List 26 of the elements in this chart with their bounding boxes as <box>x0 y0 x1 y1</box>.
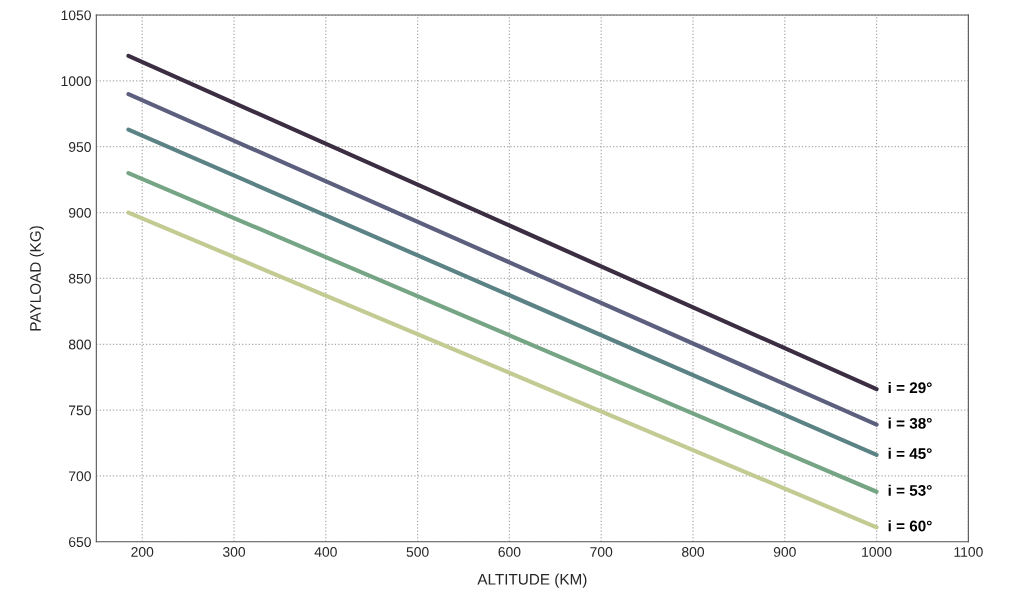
x-tick-label: 300 <box>222 547 246 557</box>
x-tick-label: 400 <box>314 547 337 557</box>
x-axis-title: ALTITUDE (KM) <box>477 573 587 588</box>
x-tick-label: 600 <box>498 547 521 557</box>
y-tick-label: 650 <box>69 537 91 547</box>
x-tick-label: 200 <box>131 547 154 557</box>
y-axis-title: PAYLOAD (KG) <box>29 226 44 331</box>
series-label: i = 38° <box>888 417 932 429</box>
x-tick-label: 1100 <box>954 547 983 557</box>
y-tick-label: 850 <box>68 273 91 284</box>
series-label: i = 45° <box>888 447 932 459</box>
x-tick-label: 1000 <box>862 547 892 557</box>
x-tick-label: 800 <box>682 547 705 557</box>
y-tick-label: 750 <box>69 405 91 416</box>
x-tick-label: 900 <box>773 547 796 557</box>
y-tick-label: 1050 <box>61 10 91 21</box>
series-label: i = 60° <box>888 520 932 532</box>
y-tick-label: 800 <box>68 339 91 350</box>
y-tick-label: 700 <box>69 471 91 482</box>
series-label: i = 53° <box>888 484 932 496</box>
x-tick-label: 500 <box>406 547 429 557</box>
y-tick-label: 1000 <box>61 76 91 87</box>
series-label: i = 29° <box>888 381 932 394</box>
y-tick-label: 900 <box>68 207 91 218</box>
x-tick-label: 700 <box>590 547 613 557</box>
y-tick-label: 950 <box>68 142 91 152</box>
